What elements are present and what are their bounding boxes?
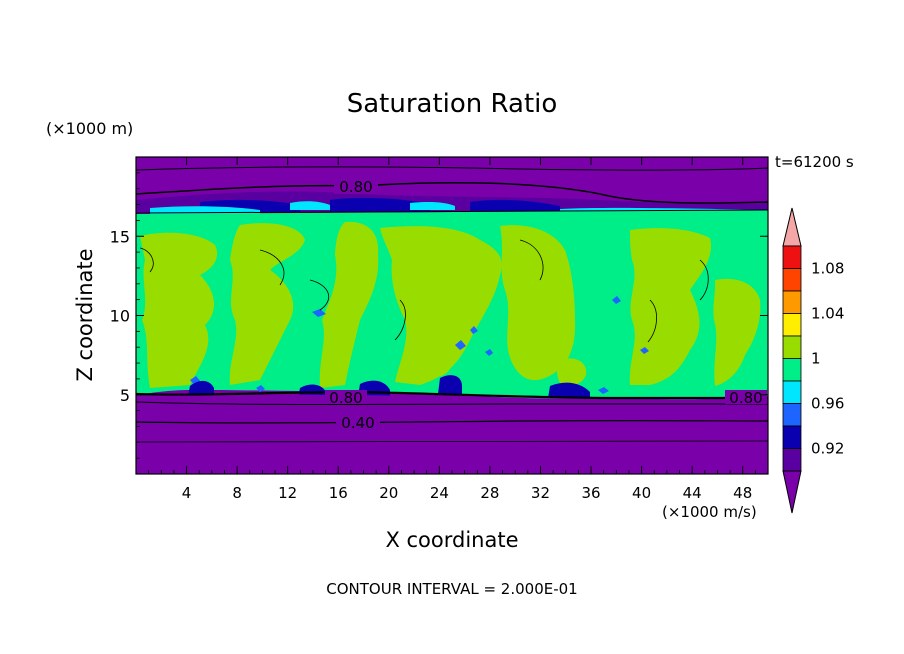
x-tick-label: 44 <box>683 484 702 502</box>
colorbar-label: 0.92 <box>811 440 844 458</box>
contour-label-upper: 0.80 <box>339 178 372 196</box>
colorbar-band <box>782 268 802 292</box>
colorbar-label: 0.96 <box>811 395 844 413</box>
y-tick-label: 15 <box>110 227 130 246</box>
x-tick-label: 28 <box>480 484 499 502</box>
chart-title: Saturation Ratio <box>347 89 558 119</box>
x-tick-label: 12 <box>278 484 297 502</box>
x-tick-label: 36 <box>581 484 600 502</box>
colorbar-band <box>782 425 802 449</box>
y-unit-label: (×1000 m) <box>46 119 133 138</box>
colorbar-band <box>782 448 802 472</box>
colorbar-over-arrow <box>782 207 802 247</box>
x-tick-label: 40 <box>632 484 651 502</box>
colorbar-band <box>782 403 802 427</box>
x-tick-label: 4 <box>182 484 192 502</box>
contour-lines <box>136 166 768 443</box>
saturated-patches <box>140 221 761 388</box>
y-axis-label: Z coordinate <box>73 248 97 381</box>
x-tick-label: 32 <box>531 484 550 502</box>
colorbar-label: 1.08 <box>811 260 844 278</box>
colorbar-band <box>782 358 802 382</box>
x-tick-label: 24 <box>430 484 449 502</box>
x-axis-ticks: 4 8 12 16 20 24 28 32 36 40 44 48 <box>148 157 756 502</box>
y-axis-ticks: 5 10 15 <box>110 172 768 459</box>
colorbar-label: 1 <box>811 350 821 368</box>
time-label: t=61200 s <box>775 153 854 171</box>
contour-interval-footer: CONTOUR INTERVAL = 2.000E-01 <box>326 580 577 598</box>
y-tick-label: 5 <box>120 386 130 405</box>
x-axis-label: X coordinate <box>385 528 518 552</box>
y-tick-label: 10 <box>110 307 130 326</box>
colorbar-band <box>782 313 802 337</box>
contour-labels: 0.80 0.80 0.80 0.40 <box>325 178 767 432</box>
colorbar-band <box>782 245 802 269</box>
x-tick-label: 16 <box>329 484 348 502</box>
plot-area <box>136 157 768 474</box>
colorbar-label: 1.04 <box>811 305 844 323</box>
contour-label-base-left: 0.80 <box>329 389 362 407</box>
colorbar: 0.92 0.96 1 1.04 1.08 <box>782 207 844 514</box>
x-tick-label: 20 <box>379 484 398 502</box>
colorbar-band <box>782 335 802 359</box>
colorbar-band <box>782 380 802 404</box>
colorbar-under-arrow <box>782 470 802 514</box>
colorbar-band <box>782 290 802 314</box>
contour-label-base-right: 0.80 <box>729 389 762 407</box>
x-unit-label: (×1000 m/s) <box>662 503 757 521</box>
lower-dry-layer <box>136 393 768 474</box>
x-tick-label: 8 <box>232 484 242 502</box>
contour-label-lower: 0.40 <box>341 414 374 432</box>
x-tick-label: 48 <box>733 484 752 502</box>
